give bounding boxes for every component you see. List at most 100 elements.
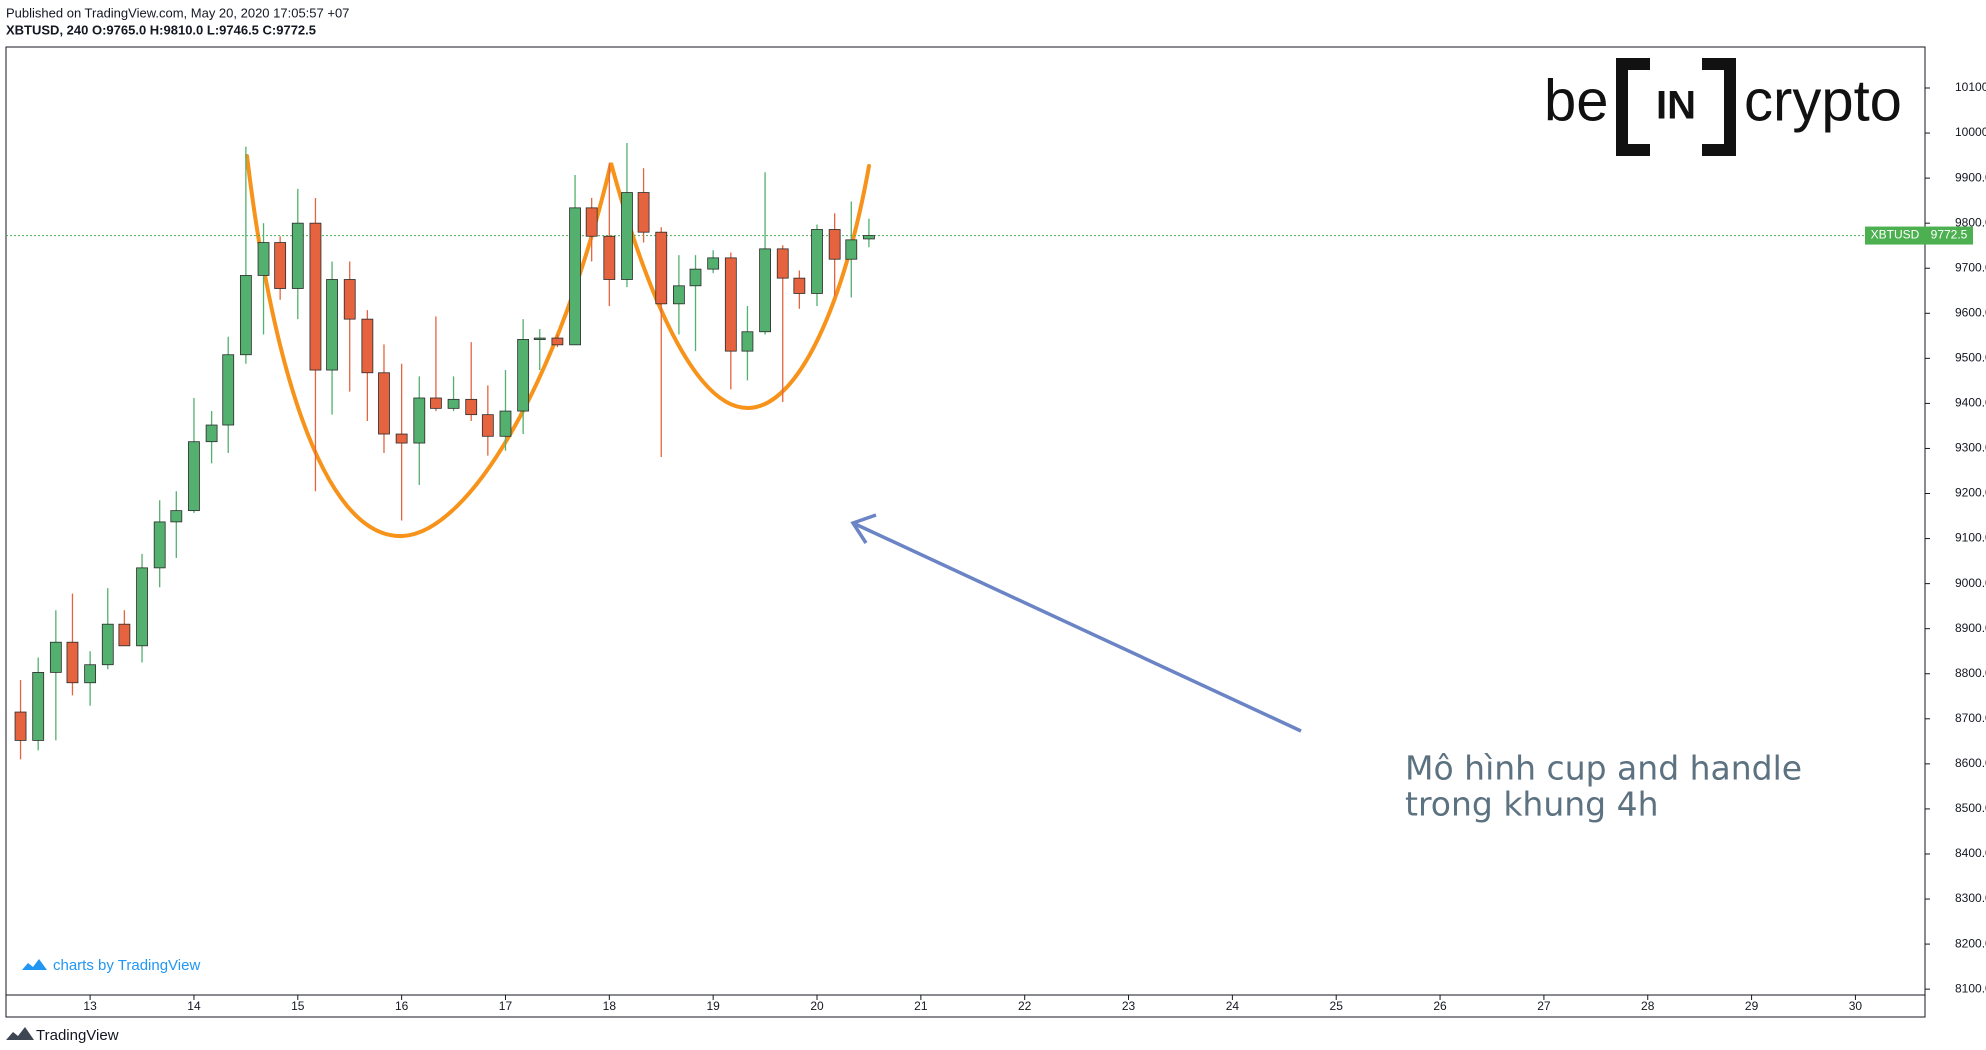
candle-body (551, 337, 564, 346)
y-tick-label: 9500.0 (1955, 351, 1986, 365)
candle-body (689, 268, 702, 287)
y-tick-label: 8800.0 (1955, 666, 1986, 680)
x-tick-label: 30 (1849, 999, 1863, 1013)
footer: TradingView (36, 1027, 119, 1044)
y-tick-label: 8200.0 (1955, 936, 1986, 950)
published-line: Published on TradingView.com, May 20, 20… (6, 5, 349, 20)
watermark-icon (22, 959, 47, 970)
footer-icon (6, 1027, 34, 1040)
price-value-box (1925, 226, 1973, 245)
candle-body (343, 279, 356, 320)
x-tick-label: 21 (914, 999, 928, 1013)
y-tick-label: 9900.0 (1955, 170, 1986, 184)
annotation-line: Mô hình cup and handle (1405, 749, 1802, 788)
candle-body (378, 372, 390, 435)
logo-crypto: crypto (1744, 68, 1902, 133)
x-tick-label: 13 (83, 999, 97, 1013)
candle-body (621, 192, 633, 280)
candle-body (361, 318, 374, 374)
candle-body (170, 510, 183, 523)
candle-body (845, 239, 858, 260)
logo-bracket-right (1702, 58, 1736, 156)
candle-body (222, 354, 235, 426)
candle-body (533, 337, 546, 340)
y-tick-label: 9600.0 (1955, 305, 1986, 319)
y-tick-label: 9100.0 (1955, 531, 1986, 545)
plot-frame (5, 46, 1926, 1018)
candle-body (465, 398, 478, 416)
candle-body (309, 222, 322, 371)
y-tick-label: 9800.0 (1955, 215, 1986, 229)
y-tick-label: 9700.0 (1955, 260, 1986, 274)
logo: be IN crypto (1544, 58, 1902, 156)
candle-body (793, 277, 806, 294)
candle-body (326, 279, 338, 371)
x-tick-label: 16 (395, 999, 409, 1013)
cup-pattern-curve (245, 154, 871, 539)
x-tick-label: 28 (1641, 999, 1655, 1013)
candle-body (585, 207, 598, 237)
candle-body (776, 248, 789, 279)
candle-body (153, 521, 166, 569)
x-tick-label: 14 (187, 999, 201, 1013)
x-tick-label: 23 (1122, 999, 1136, 1013)
candle-body (66, 641, 79, 684)
x-tick-label: 22 (1018, 999, 1032, 1013)
candle-body (517, 339, 530, 412)
arrow (850, 513, 1302, 733)
candle-body (84, 664, 97, 684)
y-tick-label: 8300.0 (1955, 891, 1986, 905)
candle-body (447, 398, 460, 409)
candle-body (741, 331, 754, 352)
candle-body (672, 285, 685, 305)
y-tick-label: 8900.0 (1955, 621, 1986, 635)
candle-body (101, 623, 114, 666)
y-tick-label: 9000.0 (1955, 576, 1986, 590)
y-tick-label: 8600.0 (1955, 756, 1986, 770)
candle-body (828, 229, 841, 260)
y-tick-label: 8500.0 (1955, 801, 1986, 815)
x-tick-label: 29 (1745, 999, 1759, 1013)
candle-body (136, 567, 148, 647)
candle-body (257, 242, 270, 276)
x-tick-label: 15 (291, 999, 305, 1013)
annotation-line: trong khung 4h (1405, 785, 1659, 824)
candle-body (32, 671, 45, 741)
candle-body (863, 235, 875, 240)
candle-body (655, 231, 668, 305)
candle-body (205, 424, 218, 443)
candle-body (14, 711, 27, 741)
x-tick-label: 18 (603, 999, 617, 1013)
price-value: 9772.5 (1931, 228, 1968, 242)
price-name: XBTUSD (1871, 228, 1920, 242)
candle-body (759, 248, 771, 333)
candle-body (49, 641, 62, 673)
y-tick-label: 8700.0 (1955, 711, 1986, 725)
y-tick-label: 9300.0 (1955, 441, 1986, 455)
candle-body (291, 222, 304, 289)
arrow-head (850, 513, 877, 544)
price-name-box (1865, 226, 1925, 245)
logo-in: IN (1656, 84, 1696, 128)
candle-body (118, 623, 131, 647)
x-tick-label: 25 (1330, 999, 1344, 1013)
candle-body (811, 229, 823, 294)
logo-be: be (1544, 68, 1609, 133)
candle-body (430, 397, 442, 409)
y-tick-label: 9400.0 (1955, 396, 1986, 410)
candle-body (413, 397, 426, 444)
logo-bracket-left (1616, 58, 1650, 156)
candle-body (274, 242, 287, 289)
candle-body (724, 257, 737, 352)
candle-body (603, 235, 616, 280)
candle-body (707, 257, 720, 270)
x-tick-label: 17 (499, 999, 513, 1013)
candle-body (239, 275, 252, 356)
x-tick-label: 19 (706, 999, 720, 1013)
x-tick-label: 24 (1226, 999, 1240, 1013)
symbol-line: XBTUSD, 240 O:9765.0 H:9810.0 L:9746.5 C… (6, 22, 316, 37)
arrow-shaft (852, 521, 1302, 733)
x-tick-label: 27 (1537, 999, 1551, 1013)
